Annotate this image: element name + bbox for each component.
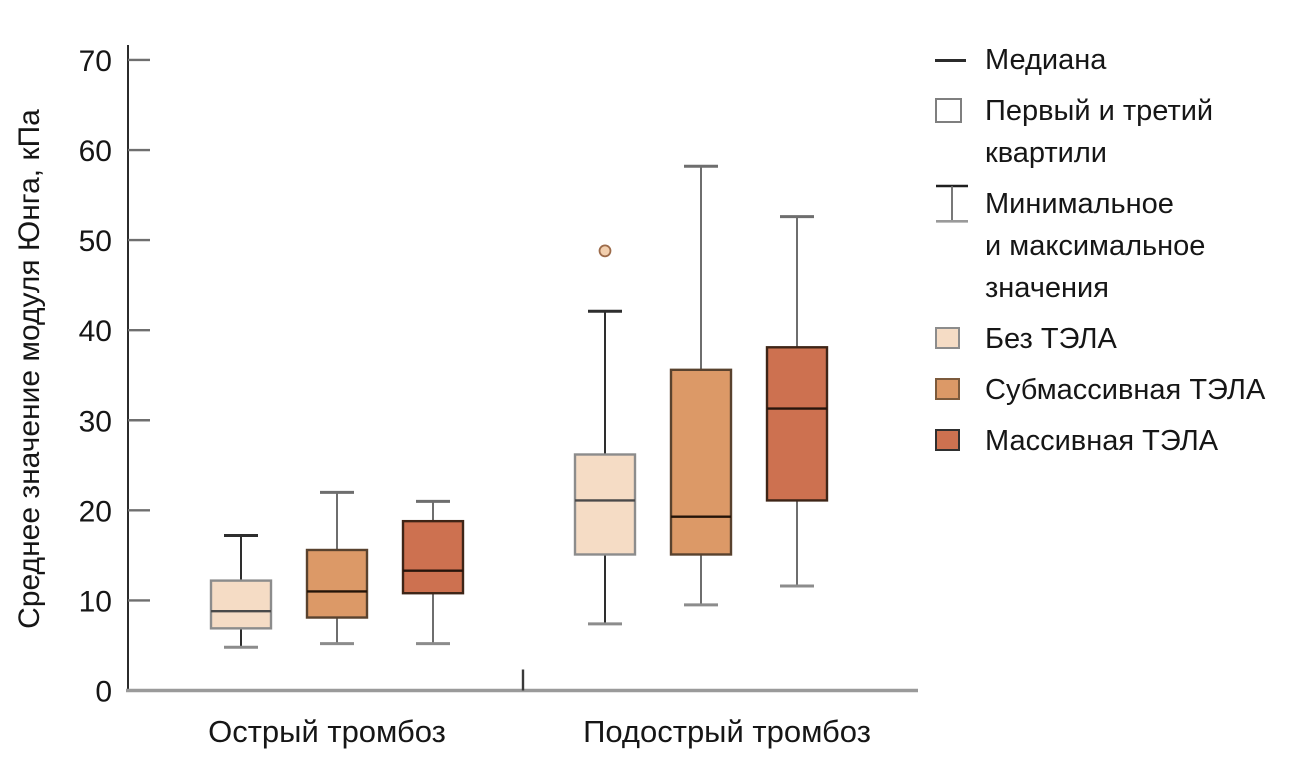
iqr-box-Массивная-ТЭЛА — [401, 519, 465, 595]
legend-icon-cell — [930, 420, 985, 451]
legend-item-minmax: Минимальное и максимальное значения — [930, 183, 1314, 309]
legend-label: Без ТЭЛА — [985, 323, 1117, 355]
iqr-box-Субмассивная-ТЭЛА — [305, 548, 369, 619]
color-swatch — [935, 327, 960, 349]
y-tick-label: 0 — [95, 676, 112, 709]
color-swatch — [935, 429, 960, 451]
legend-label: Субмассивная ТЭЛА — [985, 374, 1266, 406]
legend-label: Массивная ТЭЛА — [985, 425, 1219, 457]
y-axis-title: Среднее значение модуля Юнга, кПа — [13, 109, 46, 629]
legend-item-quartiles: Первый и третий квартили — [930, 90, 1314, 174]
y-tick-label: 70 — [79, 45, 112, 78]
iqr-box-Без-ТЭЛА — [573, 453, 637, 556]
x-axis-label: Подострый тромбоз — [583, 714, 871, 749]
legend-icon-cell — [930, 318, 985, 349]
y-tick-label: 30 — [79, 405, 112, 438]
legend-label: Первый и третий квартили — [985, 95, 1214, 169]
outlier-point — [598, 244, 612, 258]
x-axis-label: Острый тромбоз — [208, 714, 446, 749]
y-tick-label: 10 — [79, 585, 112, 618]
iqr-box-Субмассивная-ТЭЛА — [669, 368, 733, 556]
iqr-box-Без-ТЭЛА — [209, 579, 273, 630]
legend-item-submassive-pe: Субмассивная ТЭЛА — [930, 369, 1314, 411]
legend-icon-cell — [930, 369, 985, 400]
legend-label: Минимальное и максимальное значения — [985, 188, 1206, 304]
y-tick-label: 60 — [79, 135, 112, 168]
legend: Медиана Первый и третий квартили Минимальн… — [930, 39, 1314, 471]
color-swatch — [935, 378, 960, 400]
y-tick-label: 20 — [79, 495, 112, 528]
iqr-box-Массивная-ТЭЛА — [765, 346, 829, 502]
y-tick-label: 40 — [79, 315, 112, 348]
legend-icon-cell — [930, 183, 985, 224]
y-tick-label: 50 — [79, 225, 112, 258]
median-line-icon — [935, 59, 966, 62]
quartile-box-icon — [935, 98, 962, 123]
legend-icon-cell — [930, 90, 985, 123]
legend-item-massive-pe: Массивная ТЭЛА — [930, 420, 1314, 462]
legend-label: Медиана — [985, 44, 1107, 76]
legend-item-no-pe: Без ТЭЛА — [930, 318, 1314, 360]
legend-item-median: Медиана — [930, 39, 1314, 81]
legend-icon-cell — [930, 39, 985, 62]
whisker-icon — [936, 184, 968, 223]
